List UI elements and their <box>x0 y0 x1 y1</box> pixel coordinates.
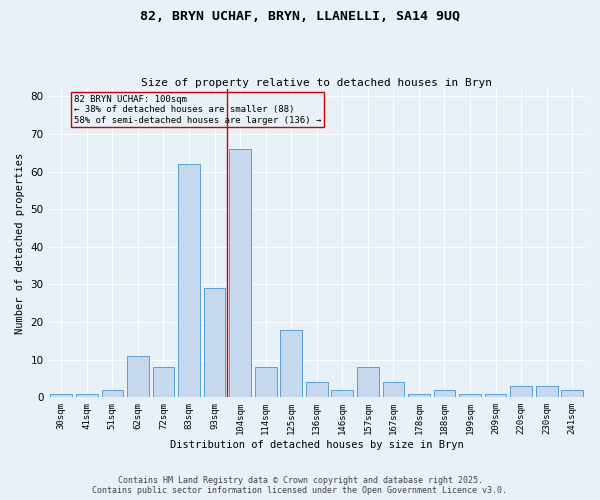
Bar <box>536 386 557 398</box>
Bar <box>331 390 353 398</box>
Bar <box>50 394 72 398</box>
Bar <box>434 390 455 398</box>
Title: Size of property relative to detached houses in Bryn: Size of property relative to detached ho… <box>141 78 492 88</box>
Bar <box>357 367 379 398</box>
Bar <box>408 394 430 398</box>
X-axis label: Distribution of detached houses by size in Bryn: Distribution of detached houses by size … <box>170 440 464 450</box>
Bar <box>178 164 200 398</box>
Bar <box>255 367 277 398</box>
Bar <box>383 382 404 398</box>
Y-axis label: Number of detached properties: Number of detached properties <box>15 152 25 334</box>
Bar <box>306 382 328 398</box>
Bar <box>204 288 226 398</box>
Bar <box>76 394 98 398</box>
Text: 82, BRYN UCHAF, BRYN, LLANELLI, SA14 9UQ: 82, BRYN UCHAF, BRYN, LLANELLI, SA14 9UQ <box>140 10 460 23</box>
Text: 82 BRYN UCHAF: 100sqm
← 38% of detached houses are smaller (88)
58% of semi-deta: 82 BRYN UCHAF: 100sqm ← 38% of detached … <box>74 95 322 124</box>
Bar <box>510 386 532 398</box>
Bar <box>280 330 302 398</box>
Bar <box>229 149 251 398</box>
Bar <box>459 394 481 398</box>
Bar <box>127 356 149 398</box>
Bar <box>101 390 123 398</box>
Bar <box>562 390 583 398</box>
Bar <box>152 367 175 398</box>
Bar <box>485 394 506 398</box>
Text: Contains HM Land Registry data © Crown copyright and database right 2025.
Contai: Contains HM Land Registry data © Crown c… <box>92 476 508 495</box>
